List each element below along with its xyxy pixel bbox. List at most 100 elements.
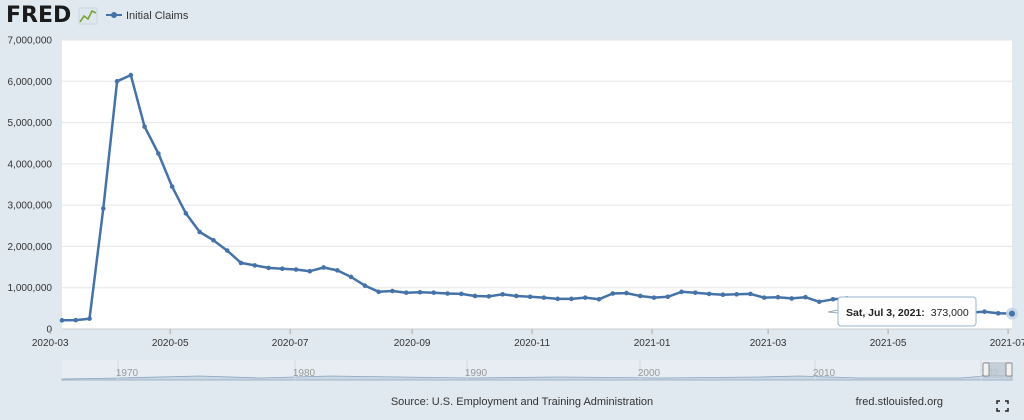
data-point[interactable] (183, 211, 189, 216)
legend-item-initial-claims[interactable]: Initial Claims (106, 10, 189, 22)
data-point[interactable] (376, 289, 381, 295)
navigator-track (62, 360, 1012, 380)
data-point[interactable] (610, 291, 616, 296)
data-point[interactable] (500, 292, 505, 297)
fullscreen-icon[interactable] (996, 400, 1009, 412)
x-tick-label: 2020-03 (32, 338, 69, 349)
data-point[interactable] (87, 316, 92, 321)
data-point[interactable] (693, 290, 698, 295)
tooltip: Sat, Jul 3, 2021: 373,000 (827, 296, 977, 327)
data-point[interactable] (73, 317, 79, 323)
data-point[interactable] (720, 292, 726, 298)
legend-label: Initial Claims (126, 10, 189, 22)
data-point[interactable] (472, 293, 478, 299)
data-point[interactable] (279, 266, 285, 272)
data-point[interactable] (748, 291, 753, 297)
y-tick-label: 5,000,000 (8, 118, 53, 129)
data-point[interactable] (651, 295, 657, 300)
x-tick-label: 2020-05 (152, 338, 189, 349)
data-point[interactable] (555, 296, 560, 302)
data-point[interactable] (803, 294, 808, 300)
data-point[interactable] (734, 292, 739, 297)
x-tick-label: 2020-09 (394, 338, 431, 349)
data-point[interactable] (101, 206, 106, 211)
data-point[interactable] (156, 151, 161, 156)
y-axis: 0 1,000,000 2,000,000 3,000,000 4,000,000 5,0… (8, 36, 53, 336)
y-tick-label: 2,000,000 (8, 242, 53, 253)
data-point[interactable] (293, 267, 299, 272)
x-tick-label: 2021-01 (634, 338, 671, 349)
y-tick-label: 0 (46, 325, 52, 336)
y-tick-label: 7,000,000 (8, 36, 53, 47)
fred-logo[interactable]: FRED (6, 3, 98, 28)
navigator-tick-label: 1990 (465, 368, 488, 379)
site-link[interactable]: fred.stlouisfed.org (856, 396, 943, 408)
y-tick-label: 1,000,000 (8, 283, 53, 294)
data-point[interactable] (431, 290, 437, 295)
x-tick-label: 2021-07 (990, 338, 1024, 349)
source-text: Source: U.S. Employment and Training Adm… (391, 396, 653, 408)
data-point[interactable] (582, 295, 588, 300)
data-point[interactable] (390, 288, 395, 294)
navigator-tick-label: 2000 (638, 368, 661, 379)
navigator-tick-label: 1980 (293, 368, 316, 379)
data-point[interactable] (445, 291, 450, 296)
data-point[interactable] (403, 290, 409, 295)
data-point[interactable] (321, 265, 326, 270)
plot-area (62, 40, 1012, 329)
data-point[interactable] (596, 296, 602, 302)
navigator-tick-label: 1970 (116, 368, 139, 379)
x-axis: 2020-03 2020-05 2020-07 2020-09 2020-11 2021-… (32, 329, 1024, 349)
data-point[interactable] (128, 72, 134, 78)
tooltip-date-label: Sat, Jul 3, 2021: (846, 307, 925, 319)
data-point[interactable] (982, 309, 987, 314)
data-point[interactable] (211, 237, 216, 243)
logo-chart-icon (78, 7, 98, 25)
x-tick-label: 2021-03 (750, 338, 787, 349)
navigator-left-handle[interactable] (982, 362, 990, 377)
y-tick-label: 4,000,000 (8, 159, 53, 170)
data-point[interactable] (114, 78, 120, 84)
navigator[interactable]: 19701980199020002010202 (61, 360, 1013, 381)
data-point[interactable] (706, 291, 712, 297)
data-point[interactable] (59, 318, 65, 323)
data-point[interactable] (775, 294, 781, 300)
data-point[interactable] (527, 294, 533, 300)
data-point[interactable] (569, 296, 574, 302)
data-point[interactable] (514, 293, 519, 299)
data-point[interactable] (335, 268, 340, 273)
data-point[interactable] (624, 290, 629, 296)
tooltip-date: Sat, Jul 3, 2021: 373,000 (846, 307, 969, 319)
data-point[interactable] (816, 299, 822, 305)
data-point[interactable] (995, 311, 1001, 316)
navigator-selection[interactable] (984, 362, 1012, 378)
data-point[interactable] (761, 295, 767, 300)
data-point[interactable] (541, 295, 547, 300)
logo-text: FRED (6, 3, 71, 28)
data-point[interactable] (417, 289, 423, 295)
y-tick-label: 3,000,000 (8, 201, 53, 212)
navigator-tick-label: 2010 (813, 368, 836, 379)
data-point[interactable] (637, 293, 643, 299)
data-point[interactable] (789, 296, 795, 301)
data-point[interactable] (169, 184, 175, 189)
data-point[interactable] (665, 294, 671, 300)
x-tick-label: 2021-05 (870, 338, 907, 349)
data-point[interactable] (266, 265, 271, 271)
data-point[interactable] (252, 263, 258, 268)
data-point[interactable] (830, 296, 836, 302)
navigator-right-handle[interactable] (1005, 362, 1013, 377)
data-point[interactable] (197, 229, 202, 235)
hover-point (1009, 310, 1015, 317)
data-point[interactable] (486, 294, 492, 299)
data-point[interactable] (348, 274, 354, 280)
data-point[interactable] (307, 268, 313, 274)
data-point[interactable] (142, 124, 147, 129)
data-point[interactable] (238, 260, 244, 266)
data-point[interactable] (679, 289, 684, 295)
tooltip-value-label: 373,000 (931, 307, 969, 319)
data-point[interactable] (458, 291, 464, 297)
data-point[interactable] (224, 248, 230, 253)
data-point[interactable] (362, 283, 368, 288)
